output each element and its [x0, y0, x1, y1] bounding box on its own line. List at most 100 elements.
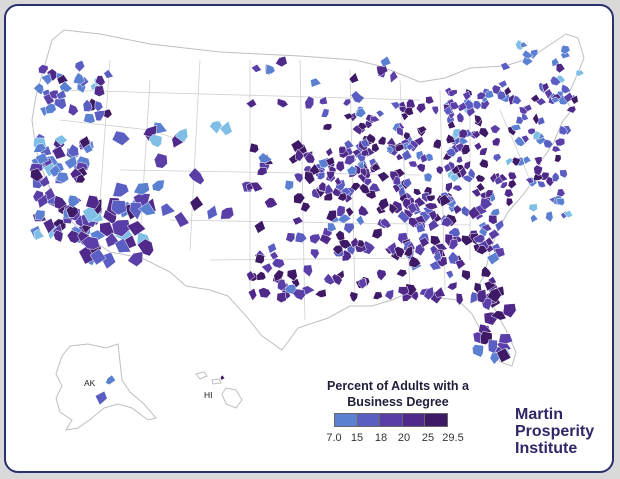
- county-shape-486: [563, 209, 574, 219]
- county-shape-604: [488, 228, 501, 241]
- county-shape-517: [503, 188, 514, 198]
- county-shape-58: [33, 228, 45, 241]
- legend-swatch-2: [356, 413, 380, 427]
- county-shape-498: [532, 130, 541, 140]
- county-shape-362: [473, 141, 483, 151]
- county-shape-499: [445, 133, 456, 144]
- county-shape-136: [151, 179, 165, 192]
- county-shape-360: [385, 146, 395, 155]
- county-shape-361: [322, 123, 333, 131]
- county-shape-263: [285, 232, 296, 243]
- county-shape-643: [276, 97, 289, 108]
- county-shape-387: [463, 160, 471, 171]
- county-shape-349: [408, 160, 418, 168]
- county-shape-391: [368, 157, 377, 167]
- county-shape-488: [522, 155, 532, 165]
- county-shape-228: [286, 268, 298, 282]
- brand-line1: Martin: [515, 406, 563, 423]
- hawaii-inset: [195, 371, 243, 409]
- county-shape-640: [310, 77, 322, 88]
- county-shape-89: [111, 200, 128, 216]
- legend-swatch-5: [424, 413, 448, 427]
- legend-title-line1: Percent of Adults with a: [327, 379, 469, 393]
- county-shape-403: [334, 176, 343, 186]
- county-shape-282: [276, 291, 287, 304]
- county-shape-454: [449, 173, 460, 183]
- county-shape-240: [248, 142, 260, 154]
- county-choropleth: [29, 39, 585, 406]
- county-shape-278: [284, 179, 294, 191]
- county-shape-579: [480, 265, 492, 278]
- county-shape-290: [294, 148, 305, 162]
- county-shape-584: [448, 238, 459, 251]
- county-shape-242: [256, 271, 267, 281]
- county-shape-513: [525, 177, 535, 185]
- county-shape-503: [476, 91, 487, 100]
- county-shape-411: [533, 156, 543, 166]
- county-shape-675: [555, 63, 566, 74]
- legend-swatch-4: [401, 413, 425, 427]
- county-shape-386: [416, 163, 426, 173]
- county-shape-605: [440, 217, 454, 228]
- county-shape-678: [541, 82, 550, 93]
- county-shape-208: [277, 279, 287, 292]
- county-shape-491: [554, 154, 562, 163]
- county-shape-656: [511, 94, 522, 105]
- county-shape-666: [561, 83, 571, 94]
- county-shape-67: [78, 135, 91, 149]
- county-shape-645: [389, 69, 399, 84]
- county-shape-594: [415, 222, 426, 234]
- county-shape-416: [527, 128, 536, 135]
- county-shape-650: [379, 55, 392, 68]
- county-shape-102: [85, 194, 100, 210]
- county-shape-417: [470, 188, 482, 198]
- county-shape-611: [480, 223, 493, 232]
- county-shape-255: [384, 289, 394, 301]
- county-shape-133: [55, 89, 67, 100]
- alaska-inset: [55, 343, 157, 431]
- legend-swatch-1: [334, 413, 358, 427]
- county-shape-384: [337, 192, 348, 202]
- county-shape-357: [350, 182, 362, 192]
- county-shape-613: [429, 260, 442, 271]
- county-shape-192: [267, 242, 278, 254]
- county-shape-497: [551, 145, 562, 153]
- county-shape-479: [475, 182, 486, 192]
- county-shape-260: [379, 217, 392, 229]
- county-shape-215: [376, 269, 387, 281]
- county-shape-372: [413, 136, 425, 146]
- county-shape-335: [343, 139, 355, 150]
- county-shape-309: [413, 188, 422, 196]
- county-shape-371: [392, 183, 401, 194]
- county-shape-576: [479, 197, 493, 211]
- county-shape-149: [188, 167, 205, 186]
- county-shape-117: [72, 72, 86, 85]
- county-shape-246: [358, 204, 370, 217]
- county-shape-646: [376, 65, 389, 77]
- county-shape-137: [111, 130, 131, 146]
- county-shape-104: [81, 236, 100, 250]
- county-shape-131: [94, 100, 104, 113]
- county-shape-150: [220, 206, 235, 220]
- county-shape-660: [575, 69, 585, 77]
- county-shape-291: [371, 142, 380, 153]
- county-shape-129: [48, 89, 60, 100]
- county-shape-453: [445, 148, 457, 158]
- county-shape-463: [507, 179, 517, 190]
- county-shape-639: [245, 98, 258, 109]
- legend-tick-3: 18: [374, 432, 388, 444]
- county-shape-496: [551, 171, 560, 182]
- county-shape-358: [377, 135, 387, 146]
- county-shape-281: [336, 205, 346, 217]
- county-shape-396: [431, 105, 439, 116]
- county-shape-570: [428, 209, 438, 222]
- county-shape-448: [492, 153, 502, 163]
- brand-line3: Institute: [515, 440, 578, 457]
- county-shape-649: [275, 55, 288, 68]
- county-shape-61: [30, 168, 44, 183]
- county-shape-98: [78, 245, 96, 265]
- county-shape-63: [75, 174, 86, 184]
- county-shape-436: [479, 147, 488, 156]
- legend-color-bar: [334, 413, 448, 427]
- county-shape-285: [257, 152, 273, 164]
